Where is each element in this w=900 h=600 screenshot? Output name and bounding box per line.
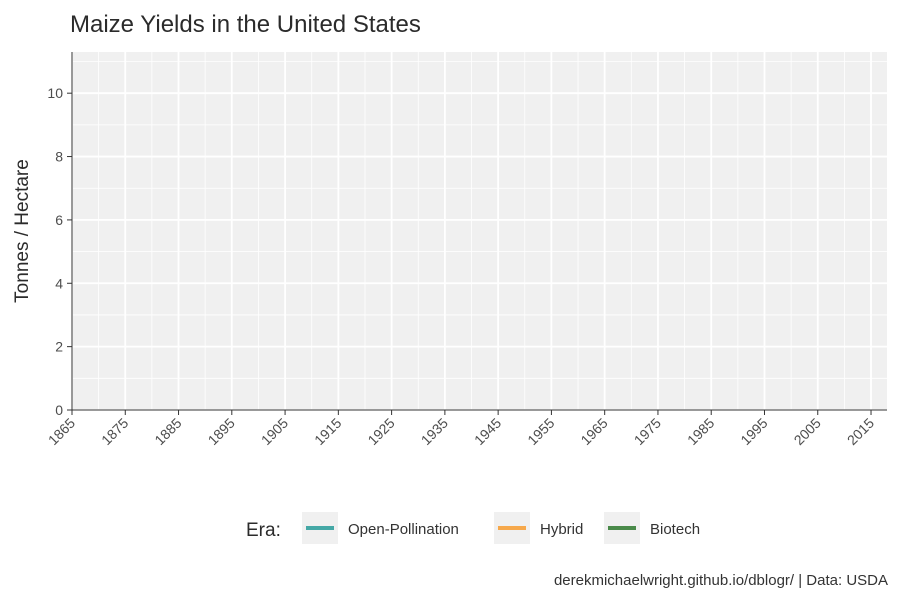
chart-caption: derekmichaelwright.github.io/dblogr/ | D… bbox=[554, 572, 888, 589]
x-tick-label: 1915 bbox=[311, 415, 344, 448]
plot-panel bbox=[72, 52, 887, 410]
legend: Era: Open-Pollination Hybrid Biotech bbox=[246, 512, 700, 544]
x-tick-label: 1865 bbox=[45, 415, 78, 448]
y-tick-label: 8 bbox=[55, 149, 63, 165]
x-tick-label: 1875 bbox=[98, 415, 131, 448]
x-tick-label: 2005 bbox=[791, 415, 824, 448]
y-tick-label: 0 bbox=[55, 402, 63, 418]
legend-label: Open-Pollination bbox=[348, 521, 459, 538]
y-tick-label: 2 bbox=[55, 339, 63, 355]
x-tick-label: 1905 bbox=[258, 415, 291, 448]
legend-label: Hybrid bbox=[540, 521, 583, 538]
x-tick-label: 1885 bbox=[151, 415, 184, 448]
x-tick-label: 2015 bbox=[844, 415, 877, 448]
legend-label: Biotech bbox=[650, 521, 700, 538]
x-tick-label: 1965 bbox=[577, 415, 610, 448]
y-tick-label: 4 bbox=[55, 275, 63, 291]
y-tick-label: 10 bbox=[47, 85, 63, 101]
legend-title: Era: bbox=[246, 520, 281, 541]
y-axis: 0 2 4 6 8 10 bbox=[47, 52, 73, 418]
x-tick-label: 1895 bbox=[205, 415, 238, 448]
x-tick-label: 1975 bbox=[631, 415, 664, 448]
grid-minor bbox=[72, 52, 887, 410]
x-tick-label: 1985 bbox=[684, 415, 717, 448]
y-tick-label: 6 bbox=[55, 212, 63, 228]
x-tick-label: 1955 bbox=[524, 415, 557, 448]
x-tick-label: 1935 bbox=[418, 415, 451, 448]
x-tick-label: 1925 bbox=[364, 415, 397, 448]
chart-title: Maize Yields in the United States bbox=[70, 11, 421, 38]
x-axis: 1865 1875 1885 1895 1905 1915 1925 1935 1945 1955… bbox=[45, 409, 887, 448]
y-axis-title: Tonnes / Hectare bbox=[12, 159, 33, 303]
x-tick-label: 1995 bbox=[737, 415, 770, 448]
x-tick-label: 1945 bbox=[471, 415, 504, 448]
